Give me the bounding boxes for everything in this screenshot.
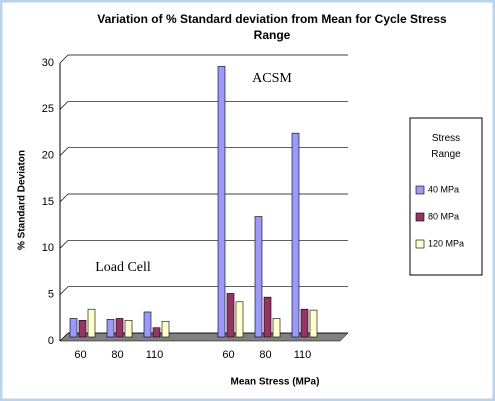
bar: [124, 320, 133, 338]
bar: [106, 319, 115, 338]
grid-line: [59, 193, 69, 203]
grid-line: [59, 101, 69, 110]
legend-title: Stress Range: [431, 133, 461, 160]
annotation: ACSM: [252, 71, 292, 86]
x-tick-label: 110: [294, 349, 312, 361]
bar: [272, 318, 281, 338]
y-tick-label: 25: [42, 103, 54, 115]
bar: [254, 216, 263, 338]
legend-label: 40 MPa: [428, 184, 459, 194]
grid-line: [59, 332, 69, 342]
bar: [161, 320, 170, 338]
grid-line: [59, 240, 69, 249]
y-tick-label: 5: [48, 289, 54, 301]
bar: [87, 308, 96, 338]
bar: [291, 132, 300, 338]
y-tick-label: 30: [42, 57, 54, 69]
legend-label: 120 MPa: [428, 238, 464, 248]
bar: [309, 309, 318, 338]
legend-swatch: [415, 212, 425, 222]
legend-swatch: [415, 239, 425, 249]
bar: [78, 320, 87, 338]
legend-box: [409, 117, 483, 276]
y-axis-label: % Standard Deviaton: [17, 150, 28, 250]
legend-label: 80 MPa: [428, 211, 459, 221]
bar: [143, 311, 152, 338]
x-axis-label: Mean Stress (MPa): [231, 377, 320, 388]
bar: [217, 66, 226, 338]
x-tick-label: 60: [74, 349, 86, 361]
grid-line: [59, 286, 69, 295]
bar: [226, 293, 235, 338]
x-tick-label: 80: [259, 349, 271, 361]
y-tick-label: 15: [42, 196, 54, 208]
y-tick-label: 10: [42, 242, 54, 254]
x-tick-label: 60: [222, 349, 234, 361]
annotation: Load Cell: [95, 260, 151, 275]
x-tick-label: 80: [111, 349, 123, 361]
chart-title: Variation of % Standard deviation from M…: [97, 12, 447, 42]
bar: [300, 308, 309, 338]
bar: [69, 318, 78, 338]
bar: [263, 296, 272, 338]
y-tick-label: 20: [42, 150, 54, 162]
bar: [235, 301, 244, 338]
grid-line: [59, 147, 69, 156]
y-tick-label: 0: [48, 335, 54, 347]
bar: [152, 327, 161, 338]
legend-swatch: [415, 185, 425, 195]
grid-line: [59, 54, 69, 64]
bar: [115, 318, 124, 338]
x-tick-label: 110: [146, 349, 164, 361]
